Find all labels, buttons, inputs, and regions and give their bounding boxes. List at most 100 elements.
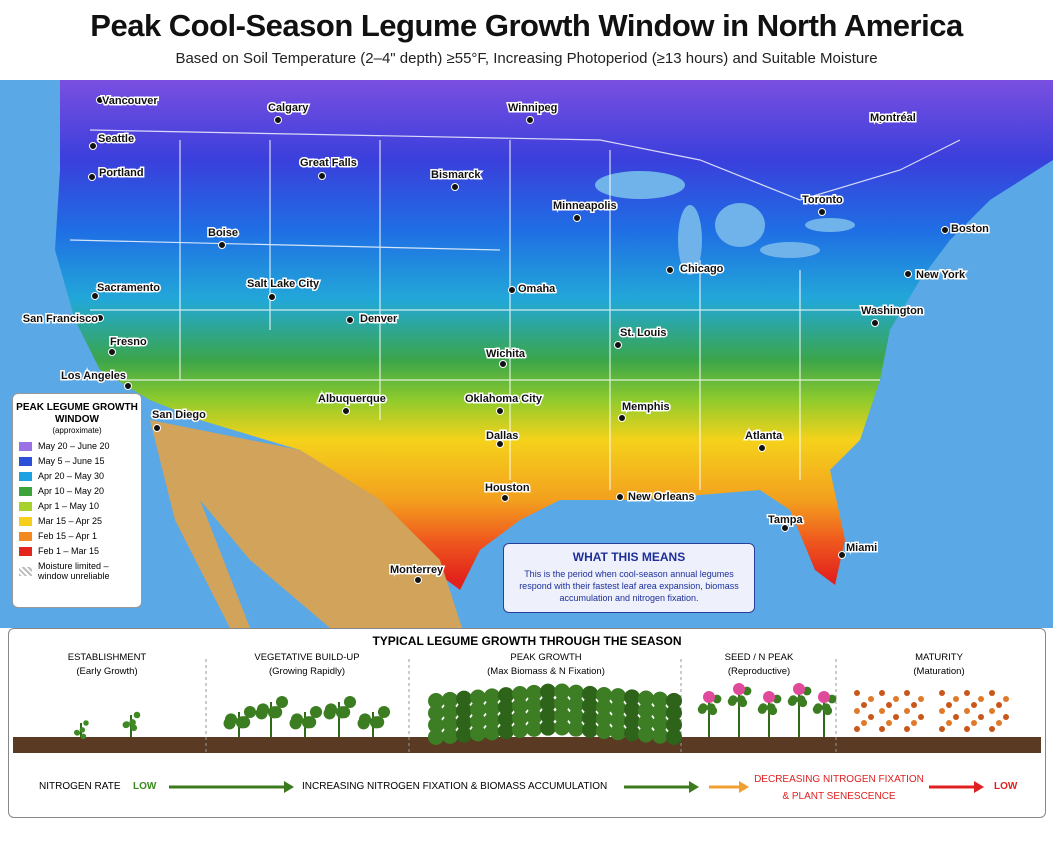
borders	[69, 129, 961, 490]
dry-pod	[861, 720, 867, 726]
dry-pod	[964, 708, 970, 714]
canopy-leaf	[512, 686, 528, 702]
dry-pod	[953, 714, 959, 720]
canopy-leaf	[652, 703, 668, 720]
city-dot	[781, 524, 789, 532]
dry-pod	[904, 690, 910, 696]
canopy-leaf	[470, 689, 486, 706]
canopy-leaf	[470, 713, 486, 730]
city-label: Chicago	[680, 263, 724, 275]
legend-swatch	[19, 486, 32, 496]
canopy-leaf	[652, 727, 668, 744]
canopy-leaf	[512, 722, 528, 738]
dry-pod	[946, 702, 952, 708]
plant-leaf	[372, 716, 385, 729]
plant-leaf	[788, 695, 798, 705]
legend-swatch	[19, 471, 32, 481]
city-dot	[496, 407, 504, 415]
canopy-leaf	[666, 728, 682, 745]
growth-title: TYPICAL LEGUME GROWTH THROUGH THE SEASON	[372, 634, 682, 648]
plant-leaf	[813, 703, 823, 713]
nitrogen-start: LOW	[133, 781, 157, 792]
canopy-leaf	[638, 690, 654, 707]
city-dot	[758, 444, 766, 452]
canopy-leaf	[582, 685, 598, 702]
city-label: Montréal	[870, 112, 916, 124]
legend: PEAK LEGUME GROWTH WINDOW (approximate) …	[12, 393, 142, 608]
canopy-leaf	[428, 693, 444, 709]
plant-leaf	[728, 695, 738, 705]
legend-item: Mar 15 – Apr 25	[19, 516, 141, 526]
canopy-leaf	[428, 705, 444, 721]
canopy-leaf	[526, 720, 542, 737]
canopy-leaf	[470, 725, 486, 742]
city-dot	[218, 241, 226, 249]
flower	[818, 691, 830, 703]
plant-leaf	[80, 733, 87, 740]
city-label: Seattle	[98, 133, 134, 145]
plant-leaf	[130, 724, 138, 732]
dry-pod	[879, 726, 885, 732]
plant-leaf	[698, 703, 708, 713]
plant-leaf	[79, 727, 86, 733]
plant-leaf	[275, 695, 289, 709]
mexico	[150, 420, 462, 628]
plant-leaf	[309, 705, 323, 719]
stage-name: ESTABLISHMENT	[67, 652, 147, 663]
plant-leaf	[74, 730, 81, 736]
great-lakes	[595, 171, 855, 275]
plant-leaf	[738, 698, 748, 708]
canopy-leaf	[554, 695, 570, 712]
legend-swatch	[19, 441, 32, 451]
canopy-leaf	[568, 708, 584, 725]
legend-label: May 5 – June 15	[38, 456, 105, 466]
stage: MATURITY (Maturation)	[913, 651, 964, 679]
legend-label: Apr 20 – May 30	[38, 471, 105, 481]
plant-leaf	[270, 706, 283, 719]
dry-pod	[854, 690, 860, 696]
canopy-leaf	[512, 698, 528, 714]
stage-name: SEED / N PEAK	[724, 652, 794, 663]
canopy-leaf	[652, 715, 668, 732]
canopy-leaf	[596, 687, 612, 703]
dry-pod	[978, 696, 984, 702]
header: Peak Cool-Season Legume Growth Window in…	[0, 0, 1053, 80]
city-label: Memphis	[622, 401, 670, 413]
canopy-leaf	[554, 683, 570, 700]
city-dot	[96, 314, 104, 322]
dry-pod	[879, 708, 885, 714]
city-dot	[274, 116, 282, 124]
dry-pod	[989, 708, 995, 714]
canopy-leaf	[442, 703, 458, 720]
flower	[733, 683, 745, 695]
city-label: New York	[916, 269, 966, 281]
city-dot	[342, 407, 350, 415]
city-dot	[818, 208, 826, 216]
dry-pod	[886, 702, 892, 708]
city-dot	[318, 172, 326, 180]
legend-label: Feb 1 – Mar 15	[38, 546, 100, 556]
dry-pod	[996, 720, 1002, 726]
city-dot	[904, 270, 912, 278]
plant-leaf	[708, 706, 718, 716]
stage-name: MATURITY	[915, 652, 963, 663]
plant-leaf	[338, 706, 351, 719]
legend-item: May 5 – June 15	[19, 456, 141, 466]
canopy-leaf	[498, 711, 514, 728]
plant-leaf	[324, 703, 338, 716]
legend-swatch	[19, 531, 32, 541]
canopy-leaf	[456, 714, 472, 731]
city-dot	[153, 424, 161, 432]
dry-pod	[939, 726, 945, 732]
city-dot	[871, 319, 879, 327]
plant-leaf	[304, 716, 317, 729]
stage: PEAK GROWTH (Max Biomass & N Fixation)	[487, 651, 605, 679]
canopy-leaf	[442, 715, 458, 732]
city-label: Omaha	[518, 283, 556, 295]
canopy-leaf	[582, 697, 598, 714]
canopy-leaf	[470, 701, 486, 718]
legend-label: Apr 10 – May 20	[38, 486, 105, 496]
city-dot	[618, 414, 626, 422]
plant-leaf	[224, 713, 238, 726]
dry-pod	[964, 726, 970, 732]
